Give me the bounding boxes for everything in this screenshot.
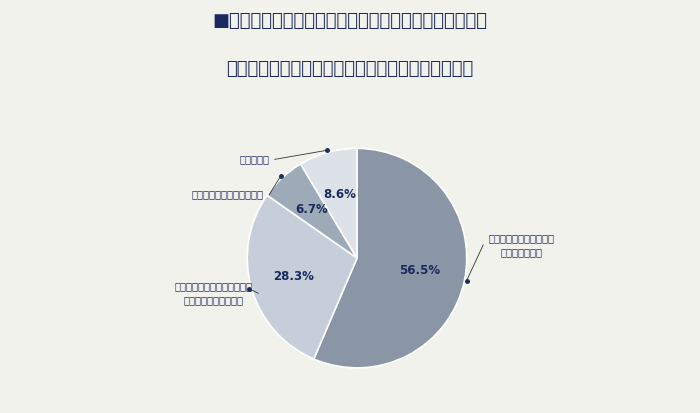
Text: について当てはまるものをお選びください（一つ）: について当てはまるものをお選びください（一つ） <box>226 60 474 78</box>
Text: テレワーク制度は継続するが
利用条件を厳しくする: テレワーク制度は継続するが 利用条件を厳しくする <box>175 281 253 305</box>
Text: 8.6%: 8.6% <box>323 188 356 201</box>
Text: ■新型コロナウイルス感染症の終息後のテレワーク制度: ■新型コロナウイルス感染症の終息後のテレワーク制度 <box>213 12 487 31</box>
Wedge shape <box>267 164 357 258</box>
Text: テレワーク制度を廃止する: テレワーク制度を廃止する <box>192 190 264 199</box>
Text: テレワーク制度を継続し
利用を推奨する: テレワーク制度を継続し 利用を推奨する <box>489 233 554 257</box>
Wedge shape <box>300 148 357 258</box>
Wedge shape <box>314 148 467 368</box>
Text: わからない: わからない <box>239 154 270 164</box>
Text: 6.7%: 6.7% <box>295 204 328 216</box>
Wedge shape <box>247 195 357 359</box>
Text: 56.5%: 56.5% <box>399 264 440 278</box>
Text: 28.3%: 28.3% <box>273 270 314 282</box>
